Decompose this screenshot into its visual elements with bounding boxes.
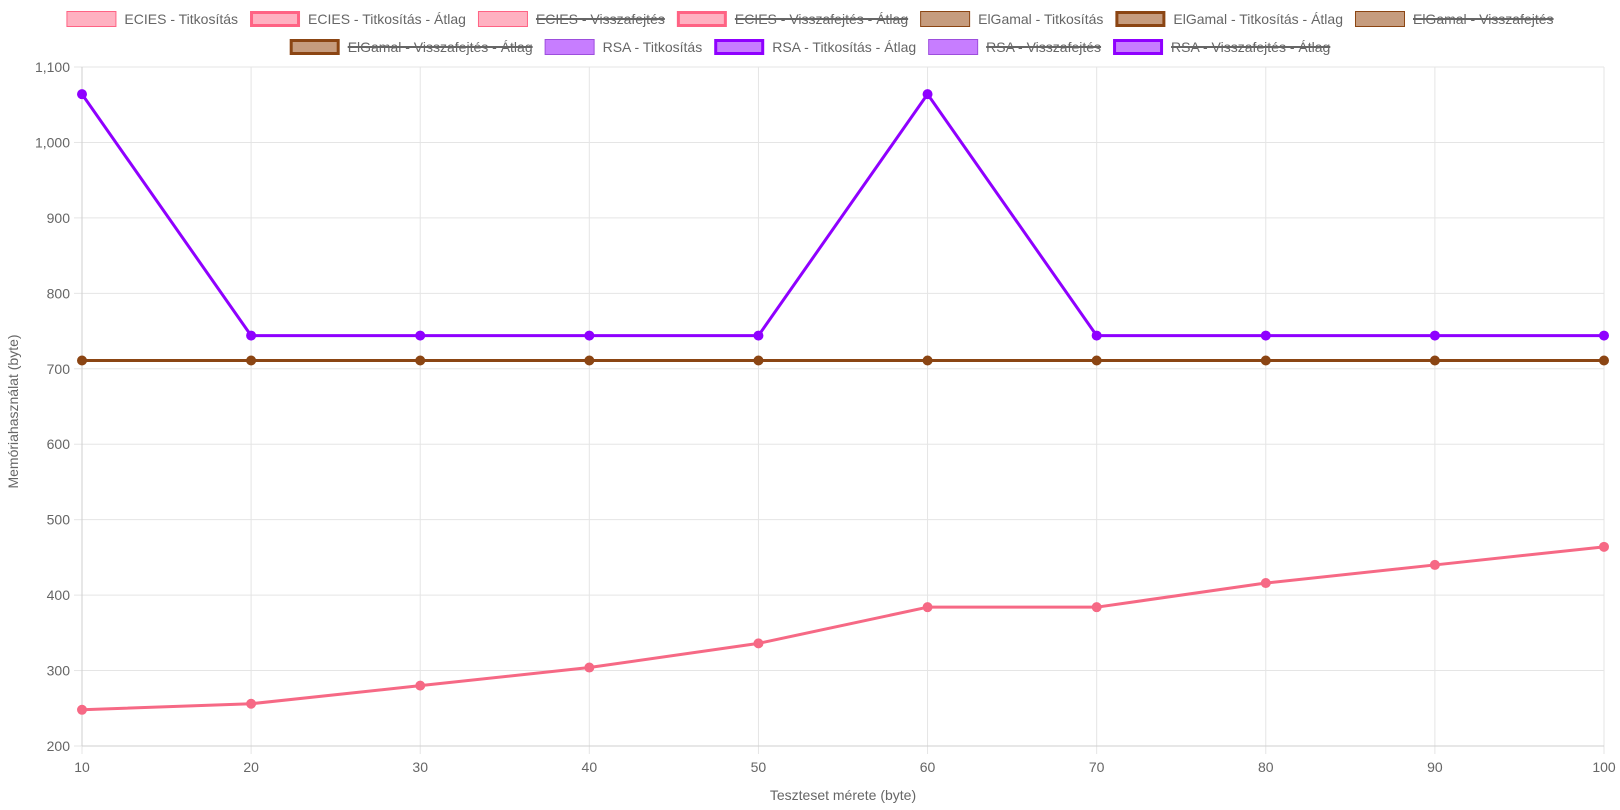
legend-swatch — [544, 39, 595, 55]
data-point — [246, 355, 257, 366]
legend-swatch — [250, 11, 301, 27]
data-point — [1091, 330, 1102, 341]
data-point — [1599, 355, 1609, 366]
y-tick-label: 400 — [47, 587, 71, 603]
legend-swatch — [1113, 39, 1164, 55]
data-point — [1599, 541, 1609, 552]
data-point — [922, 355, 933, 366]
x-tick-label: 100 — [1592, 759, 1616, 775]
x-tick-label: 70 — [1089, 759, 1105, 775]
legend-swatch — [676, 11, 727, 27]
data-point — [584, 662, 595, 673]
legend-label: ElGamal - Titkosítás - Átlag — [1173, 11, 1343, 27]
data-point — [246, 698, 257, 709]
legend[interactable]: ECIES - Titkosítás ECIES - Titkosítás - Á… — [66, 11, 1554, 55]
legend-item[interactable]: ECIES - Visszafejtés — [477, 11, 665, 27]
axes: 200 300 400 500 600 700 800 900 1,000 1,100 10 20 30… — [35, 59, 1616, 775]
series-ecies-titkos-t-s-tlag — [77, 541, 1609, 715]
series-rsa-titkos-t-s-tlag — [77, 89, 1609, 341]
legend-label: ECIES - Titkosítás — [124, 11, 238, 27]
y-tick-label: 1,000 — [35, 134, 70, 150]
x-axis-title: Teszteset mérete (byte) — [770, 787, 916, 803]
legend-item[interactable]: ElGamal - Titkosítás — [920, 11, 1104, 27]
data-point — [1091, 602, 1102, 613]
legend-item[interactable]: ECIES - Titkosítás - Átlag — [250, 11, 466, 27]
data-point — [1091, 355, 1102, 366]
legend-swatch — [289, 39, 340, 55]
y-tick-label: 900 — [47, 210, 71, 226]
legend-swatch — [714, 39, 765, 55]
data-point — [415, 330, 426, 341]
x-tick-label: 80 — [1258, 759, 1274, 775]
legend-swatch — [1115, 11, 1166, 27]
series-line — [81, 545, 1605, 712]
x-tick-label: 10 — [74, 759, 90, 775]
legend-item[interactable]: ECIES - Visszafejtés - Átlag — [676, 11, 909, 27]
data-point — [922, 602, 933, 613]
data-point — [753, 355, 764, 366]
legend-item[interactable]: ElGamal - Titkosítás - Átlag — [1115, 11, 1343, 27]
legend-swatch — [477, 11, 528, 27]
y-tick-label: 600 — [47, 436, 71, 452]
legend-label: ElGamal - Titkosítás — [978, 11, 1103, 27]
legend-item[interactable]: RSA - Titkosítás - Átlag — [714, 39, 916, 55]
data-point — [753, 638, 764, 649]
y-tick-label: 500 — [47, 512, 71, 528]
legend-item[interactable]: RSA - Visszafejtés — [928, 39, 1102, 55]
legend-swatch — [1354, 11, 1405, 27]
legend-item[interactable]: ElGamal - Visszafejtés — [1354, 11, 1554, 27]
data-point — [1260, 330, 1271, 341]
legend-label: RSA - Titkosítás — [603, 39, 703, 55]
series-elgamal-titkos-t-s-tlag — [77, 355, 1609, 366]
y-axis-title: Memóriahasználat (byte) — [5, 334, 21, 488]
x-tick-label: 60 — [920, 759, 936, 775]
data-point — [415, 680, 426, 691]
data-point — [77, 355, 87, 366]
legend-item[interactable]: RSA - Titkosítás — [544, 39, 703, 55]
data-point — [246, 330, 257, 341]
data-point — [753, 330, 764, 341]
series-lines — [77, 89, 1609, 715]
y-tick-label: 200 — [47, 738, 71, 754]
x-tick-label: 50 — [751, 759, 767, 775]
data-point — [1599, 330, 1609, 341]
y-tick-label: 800 — [47, 285, 71, 301]
data-point — [1429, 330, 1440, 341]
y-tick-label: 700 — [47, 361, 71, 377]
data-point — [1429, 355, 1440, 366]
x-tick-label: 30 — [412, 759, 428, 775]
series-line — [80, 92, 1604, 338]
y-tick-label: 1,100 — [35, 59, 70, 75]
legend-item[interactable]: ElGamal - Visszafejtés - Átlag — [289, 39, 533, 55]
legend-swatch — [920, 11, 971, 27]
x-tick-label: 90 — [1427, 759, 1443, 775]
y-tick-label: 300 — [47, 663, 71, 679]
data-point — [77, 89, 87, 100]
data-point — [584, 330, 595, 341]
x-tick-label: 20 — [243, 759, 259, 775]
data-point — [922, 89, 933, 100]
x-tick-label: 40 — [582, 759, 598, 775]
data-point — [1429, 559, 1440, 570]
legend-label: RSA - Titkosítás - Átlag — [772, 39, 916, 55]
legend-label: ECIES - Titkosítás - Átlag — [308, 11, 466, 27]
data-point — [77, 704, 87, 715]
data-point — [415, 355, 426, 366]
legend-swatch — [928, 39, 979, 55]
legend-item[interactable]: ECIES - Titkosítás — [66, 11, 238, 27]
legend-item[interactable]: RSA - Visszafejtés - Átlag — [1113, 39, 1331, 55]
data-point — [584, 355, 595, 366]
grid — [81, 66, 1605, 747]
legend-swatch — [66, 11, 117, 27]
data-point — [1260, 355, 1271, 366]
data-point — [1260, 578, 1271, 589]
